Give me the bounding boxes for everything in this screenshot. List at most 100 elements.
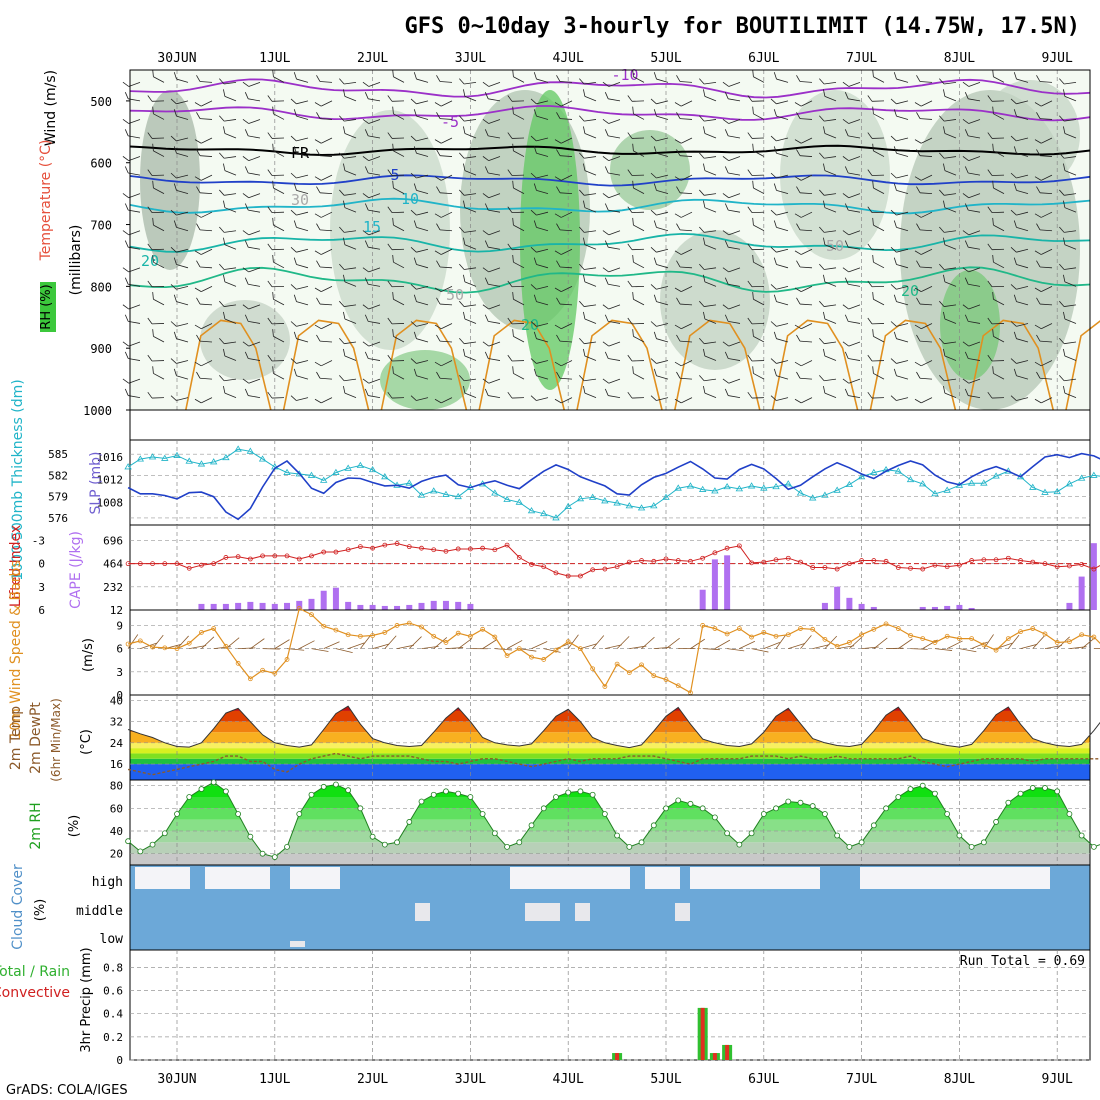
barb-shaft bbox=[873, 336, 885, 343]
li-marker bbox=[871, 558, 877, 563]
barb-flag bbox=[916, 260, 921, 268]
rh-tick: 40 bbox=[110, 825, 123, 838]
rh-marker bbox=[919, 782, 926, 789]
barb-shaft bbox=[1040, 303, 1053, 306]
barb-flag bbox=[244, 277, 249, 285]
barb-flag bbox=[122, 230, 129, 236]
barb-shaft bbox=[704, 230, 717, 233]
wind-barb bbox=[533, 331, 549, 343]
wind-marker bbox=[724, 631, 730, 637]
wind-barb bbox=[244, 166, 261, 176]
wind-barb bbox=[223, 237, 237, 250]
wind-barb bbox=[512, 217, 525, 232]
y-tick-label: 1000 bbox=[83, 404, 112, 418]
barb-shaft bbox=[728, 267, 741, 273]
barb-shaft bbox=[608, 395, 621, 399]
wind-barb bbox=[293, 146, 309, 157]
barb-shaft bbox=[873, 76, 885, 83]
barb-flag bbox=[533, 294, 537, 302]
barb-flag bbox=[794, 250, 802, 255]
y-tick-label: 500 bbox=[90, 95, 112, 109]
barb-shaft bbox=[224, 244, 237, 250]
barb-flag bbox=[173, 368, 177, 376]
contour-label: -5 bbox=[441, 113, 459, 131]
barb-flag bbox=[413, 220, 417, 228]
rh-marker bbox=[1054, 788, 1061, 795]
barb-shaft bbox=[536, 78, 549, 83]
wind-barb bbox=[219, 300, 237, 307]
barb-shaft bbox=[873, 373, 885, 380]
barb-flag bbox=[219, 300, 225, 307]
rh-marker bbox=[944, 811, 951, 817]
wind-marker bbox=[125, 641, 131, 647]
wind-barb bbox=[316, 186, 333, 195]
barb-shaft bbox=[848, 193, 861, 199]
barb-shaft bbox=[321, 323, 333, 330]
barb-flag bbox=[124, 277, 129, 285]
wind-barb bbox=[272, 366, 285, 380]
wind-barb bbox=[602, 378, 621, 384]
wind-barb bbox=[770, 284, 789, 290]
barb-flag bbox=[512, 143, 514, 151]
barb-shaft bbox=[513, 261, 525, 269]
rh-marker bbox=[528, 822, 535, 829]
wind-barb bbox=[1010, 98, 1029, 105]
barb-flag bbox=[604, 314, 609, 322]
wind-tick: 0 bbox=[116, 689, 123, 702]
barb-shaft bbox=[368, 156, 381, 162]
cape-bar bbox=[1078, 576, 1085, 610]
barb-shaft bbox=[1040, 340, 1053, 343]
wind-barb bbox=[1063, 237, 1077, 250]
li-marker bbox=[932, 562, 938, 568]
barb-flag bbox=[893, 257, 897, 265]
barb-flag bbox=[703, 200, 706, 208]
barb-flag bbox=[867, 317, 873, 325]
wind-barb bbox=[676, 334, 693, 343]
wind-marker bbox=[993, 647, 999, 653]
barb-flag bbox=[964, 129, 969, 137]
barb-shaft bbox=[944, 207, 957, 213]
barb-flag bbox=[122, 304, 129, 310]
rh-tick: 60 bbox=[110, 802, 123, 815]
barb-shaft bbox=[704, 341, 717, 345]
wind-marker bbox=[504, 653, 510, 658]
wind-barb bbox=[987, 354, 1005, 362]
barb-flag bbox=[554, 324, 562, 330]
barb-flag bbox=[272, 254, 274, 263]
barb-flag bbox=[512, 180, 514, 189]
rh-marker bbox=[687, 800, 694, 807]
barb-flag bbox=[916, 371, 921, 379]
barb-shaft bbox=[776, 323, 789, 327]
barb-flag bbox=[392, 69, 394, 77]
barb-flag bbox=[939, 78, 945, 85]
barb-shaft bbox=[1016, 211, 1029, 216]
barb-flag bbox=[196, 334, 201, 342]
wind-barb bbox=[512, 69, 525, 83]
rh-marker bbox=[1017, 790, 1024, 797]
barb-shaft bbox=[776, 301, 789, 306]
rh-marker bbox=[149, 841, 156, 848]
barb-flag bbox=[1013, 109, 1017, 117]
wind-barb bbox=[872, 292, 885, 306]
wind-barb bbox=[1036, 223, 1053, 232]
wind-barb bbox=[272, 254, 285, 269]
barb-shaft bbox=[633, 150, 645, 157]
barb-shaft bbox=[488, 395, 501, 399]
wind-barb bbox=[531, 641, 548, 650]
wind-barb bbox=[242, 81, 261, 87]
wind-barb bbox=[890, 321, 909, 327]
wind-barb bbox=[554, 360, 573, 367]
barb-shaft bbox=[584, 119, 597, 122]
wind-barb bbox=[752, 366, 765, 380]
wind-barb bbox=[384, 635, 397, 649]
barb-shaft bbox=[200, 155, 213, 157]
thickness-marker bbox=[772, 482, 780, 490]
barb-flag bbox=[1036, 112, 1041, 119]
barb-flag bbox=[147, 354, 153, 362]
barb-shaft bbox=[728, 283, 741, 287]
cape-bar bbox=[968, 607, 975, 610]
wind-barb bbox=[274, 639, 290, 649]
barb-flag bbox=[1036, 186, 1041, 193]
barb-flag bbox=[387, 169, 393, 176]
